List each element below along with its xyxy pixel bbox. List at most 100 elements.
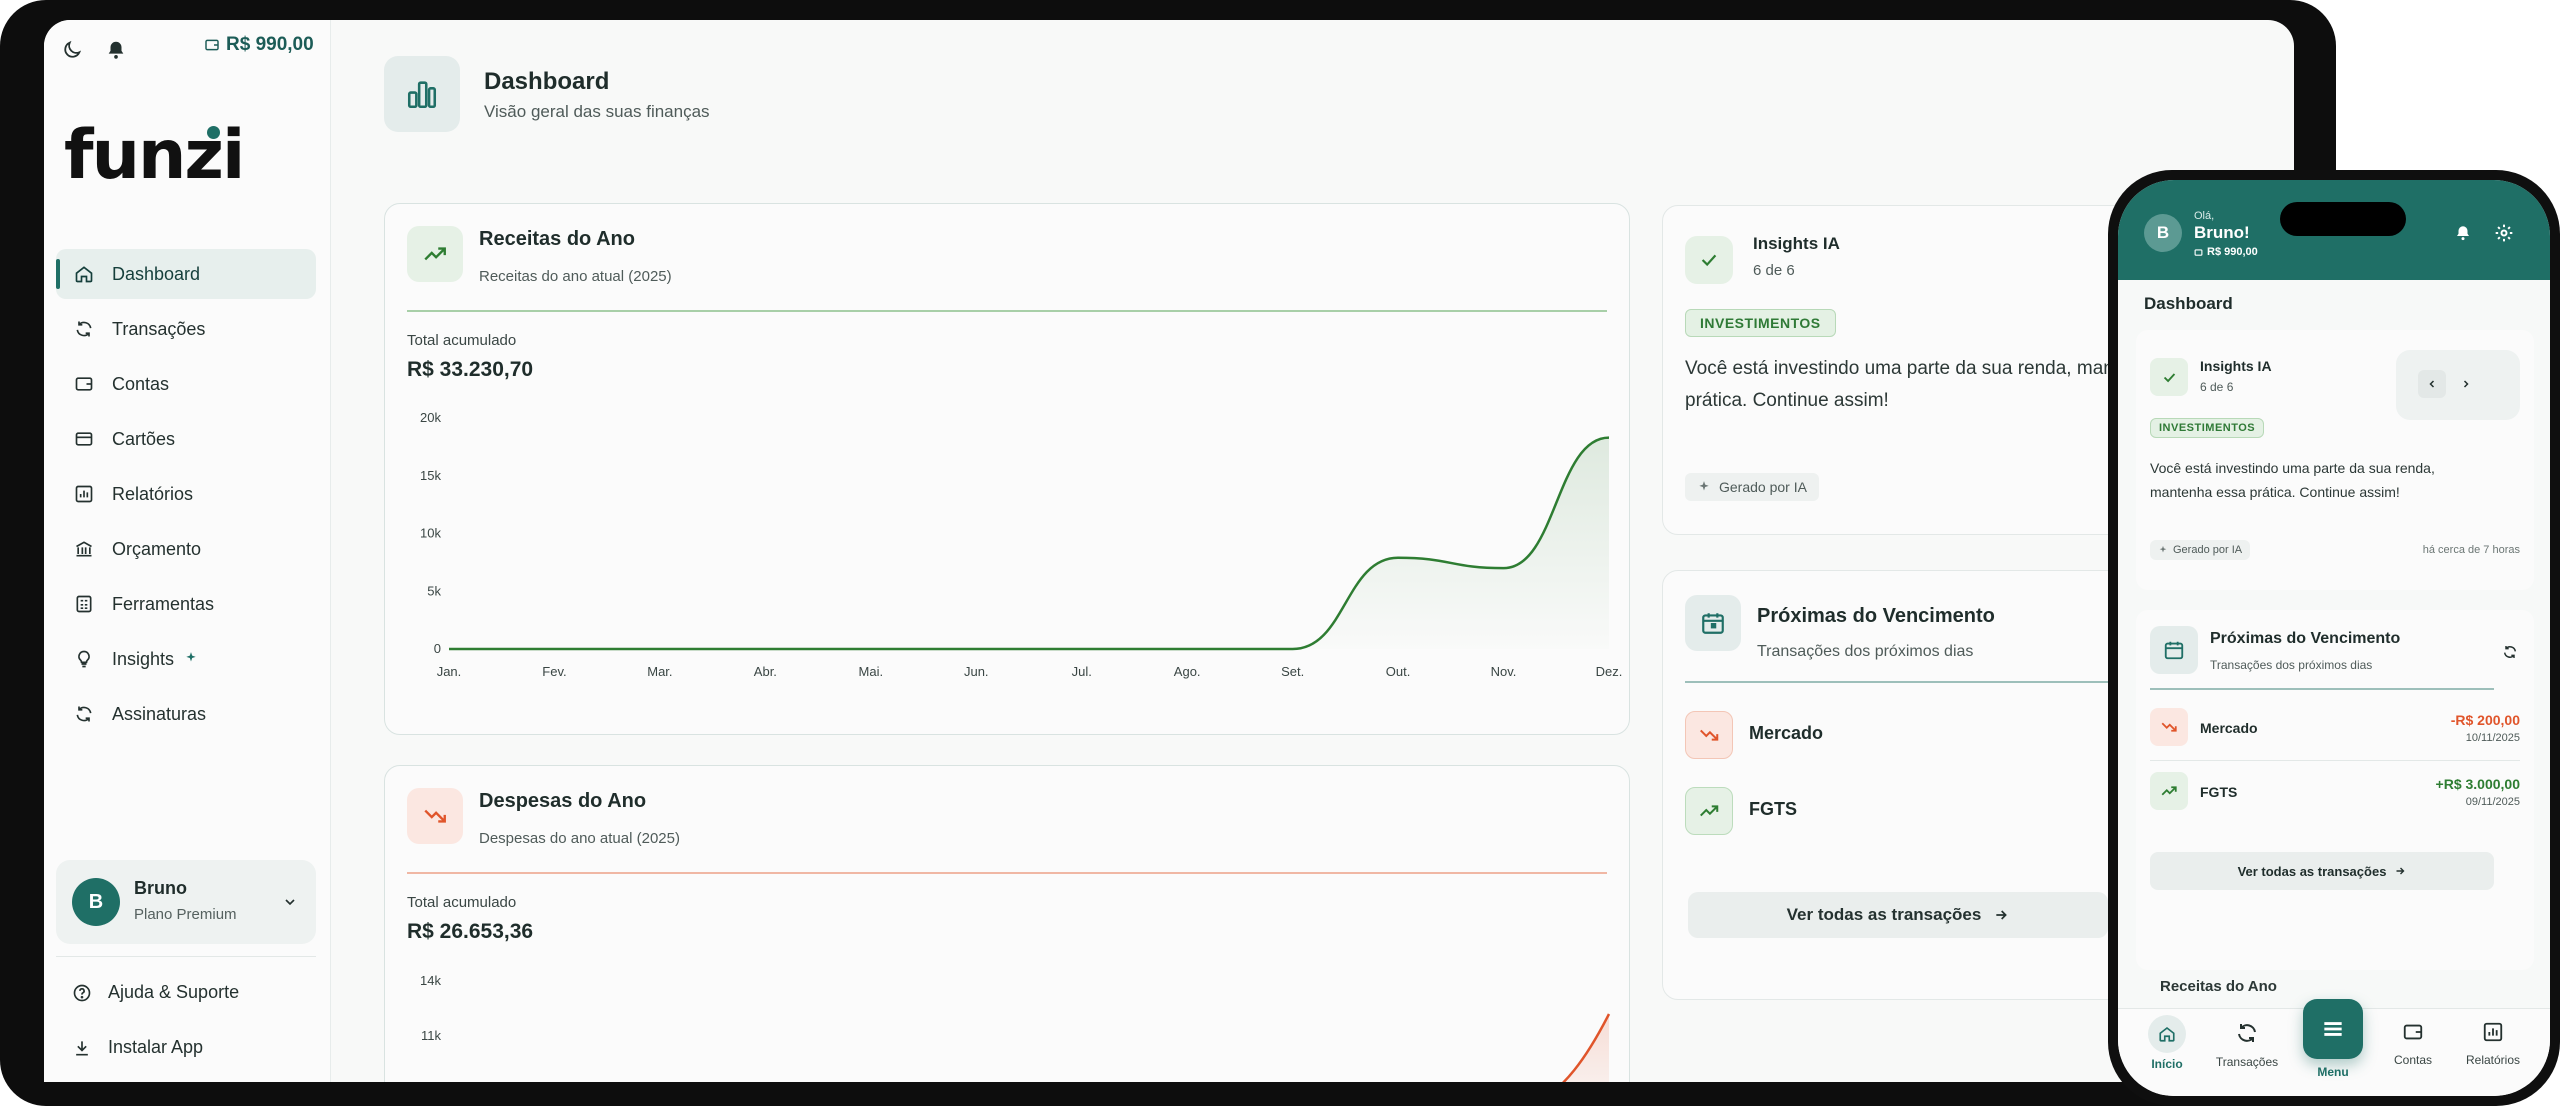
sidebar-item-label: Cartões [112,428,176,449]
sidebar-item-transacoes[interactable]: Transações [56,304,316,354]
y-tick-label: 5k [427,583,441,598]
install-app-link[interactable]: Instalar App [72,1037,203,1058]
bell-icon[interactable] [2454,224,2472,242]
wallet-icon [2403,1024,2423,1040]
y-tick-label: 14k [420,973,441,988]
insights-badge: INVESTIMENTOS [1685,309,1836,337]
chevron-left-icon [2429,380,2435,388]
arrow-right-icon [1996,910,2008,920]
help-link[interactable]: Ajuda & Suporte [72,982,239,1003]
tablet-frame: R$ 990,00 funzi Dashboard Transações Conta… [0,0,2336,1106]
upcoming-divider [1685,681,2205,683]
next-section-title: Receitas do Ano [2160,978,2277,995]
mobile-upcoming-card: Próximas do Vencimento Transações dos pr… [2136,610,2534,970]
revenue-divider [407,310,1607,312]
revenue-subtitle: Receitas do ano atual (2025) [479,268,672,285]
bottom-nav-label: Relatórios [2465,1053,2521,1067]
sidebar-item-dashboard[interactable]: Dashboard [56,249,316,299]
revenue-line [449,436,1610,651]
bottom-nav-label: Início [2151,1057,2183,1071]
sidebar-item-contas[interactable]: Contas [56,359,316,409]
expense-total-value: R$ 26.653,36 [407,920,534,943]
insights-text-line2: mantenha essa prática. Continue assim! [2150,484,2400,500]
x-tick-label: Mar. [647,664,672,679]
help-icon [73,984,91,1001]
balance-display[interactable]: R$ 990,00 [2194,246,2258,258]
bottom-nav: Início Transações Menu Contas Relatórios [2118,999,2550,1096]
ai-generated-label: Gerado por IA [2173,544,2243,556]
balance-value: R$ 990,00 [226,34,314,55]
home-icon [2148,1015,2186,1053]
download-icon [76,1040,88,1055]
trending-down-icon [1700,729,1719,741]
insights-counter: 6 de 6 [1753,262,1795,279]
revenue-chart: 0 5k 10k 15k 20k Jan. Fev. Mar. Abr. Mai. Jun. Jul.… [420,410,1623,679]
trending-up-icon [1700,805,1719,817]
bottom-nav-contas[interactable]: Contas [2378,1021,2448,1067]
trending-down-icon [424,809,446,823]
y-tick-label: 10k [420,526,441,541]
insights-text-line2: prática. Continue assim! [1685,390,1889,411]
insights-icon [2150,358,2188,396]
bottom-nav-relatorios[interactable]: Relatórios [2458,1021,2528,1067]
bottom-nav-inicio[interactable]: Início [2132,1015,2202,1071]
lightbulb-icon [74,649,94,669]
upcoming-icon [1685,595,1741,651]
sidebar-item-assinaturas[interactable]: Assinaturas [56,689,316,739]
bottom-nav-transacoes[interactable]: Transações [2212,1021,2282,1069]
bank-icon [74,539,94,559]
upcoming-item-amount: -R$ 200,00 [2450,712,2520,728]
insights-counter: 6 de 6 [2200,380,2234,394]
ai-generated-chip: Gerado por IA [1685,473,1819,501]
notifications-button[interactable] [96,30,136,70]
see-all-label: Ver todas as transações [2237,863,2387,879]
insights-pager [2396,350,2520,420]
sidebar-item-label: Transações [112,318,206,339]
menu-icon [2303,999,2363,1059]
chart-icon [2483,1022,2503,1042]
revenue-title: Receitas do Ano [479,228,635,250]
refresh-icon[interactable] [2502,644,2518,660]
dynamic-island [2280,202,2406,236]
ai-generated-label: Gerado por IA [1719,479,1807,495]
sidebar-item-relatorios[interactable]: Relatórios [56,469,316,519]
home-icon [74,264,94,284]
x-tick-label: Jan. [437,664,462,679]
sidebar-item-ferramentas[interactable]: Ferramentas [56,579,316,629]
sidebar-item-label: Ferramentas [112,593,215,614]
sidebar-item-orcamento[interactable]: Orçamento [56,524,316,574]
bar-chart-icon [407,81,437,109]
upcoming-title: Próximas do Vencimento [2210,630,2401,647]
section-title: Dashboard [2144,294,2233,313]
divider [56,956,316,957]
y-tick-label: 15k [420,468,441,483]
insights-badge: INVESTIMENTOS [2150,418,2265,438]
x-tick-label: Ago. [1174,664,1201,679]
expense-line [1562,1013,1611,1082]
theme-toggle-button[interactable] [52,30,92,70]
bottom-nav-menu[interactable]: Menu [2298,999,2368,1079]
check-icon [1701,254,1717,267]
phone-header: B Olá, Bruno! R$ 990,00 [2118,180,2550,280]
avatar[interactable]: B [2144,214,2182,252]
prev-insight-button[interactable] [2418,370,2446,398]
user-menu[interactable]: B Bruno Plano Premium [56,860,316,944]
see-all-transactions-button[interactable]: Ver todas as transações [2150,852,2494,890]
sidebar-item-insights[interactable]: Insights [56,634,316,684]
x-tick-label: Dez. [1596,664,1623,679]
check-icon [2163,372,2175,382]
sparkles-icon [184,649,198,670]
expense-total-label: Total acumulado [407,894,517,911]
see-all-transactions-button[interactable]: Ver todas as transações [1688,892,2108,938]
upcoming-title: Próximas do Vencimento [1757,605,1995,627]
mercado-icon [1685,711,1733,759]
calendar-icon-box [2150,626,2198,674]
y-tick-label: 0 [434,641,441,656]
balance-display[interactable]: R$ 990,00 [204,34,314,56]
sidebar-item-cartoes[interactable]: Cartões [56,414,316,464]
logo-dot [207,126,220,139]
trending-down-icon [2161,722,2177,732]
next-insight-button[interactable] [2452,370,2480,398]
expense-card-icon [407,788,463,844]
gear-icon[interactable] [2494,223,2514,243]
